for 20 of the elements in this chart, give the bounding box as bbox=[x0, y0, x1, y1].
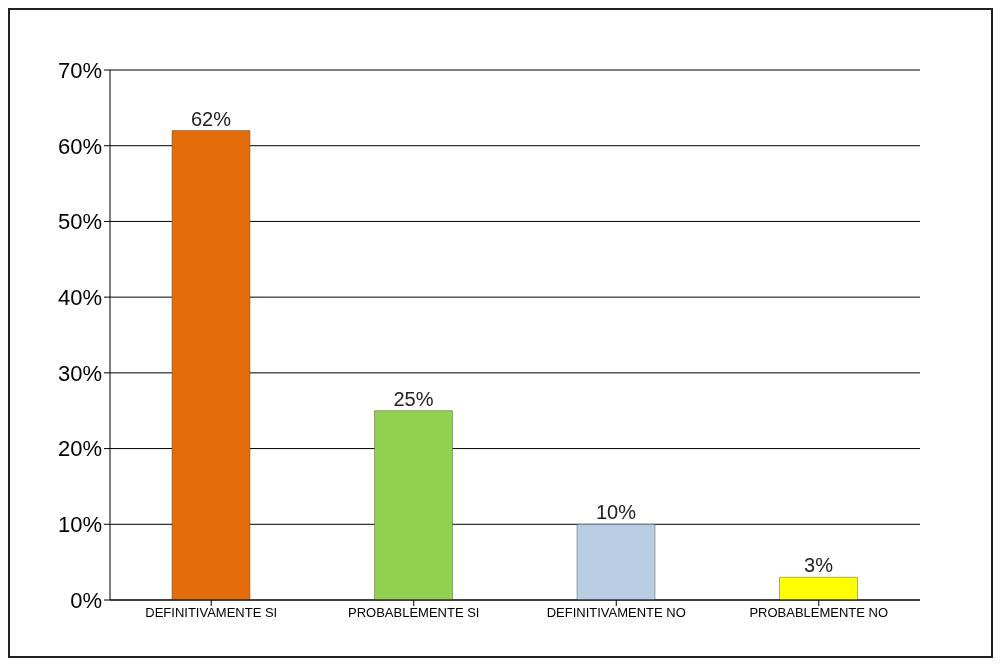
y-tick-label: 30% bbox=[57, 360, 102, 386]
x-tick-label: PROBABLEMENTE SI bbox=[348, 605, 480, 621]
x-tick-label: DEFINITIVAMENTE SI bbox=[145, 605, 278, 621]
x-tick-label: PROBABLEMENTE NO bbox=[749, 605, 889, 621]
y-tick-label: 10% bbox=[57, 512, 102, 538]
x-tick-label: DEFINITIVAMENTE NO bbox=[546, 605, 686, 621]
bar bbox=[374, 410, 453, 600]
data-label: 3% bbox=[804, 554, 834, 577]
y-tick-label: 0% bbox=[70, 587, 102, 613]
y-tick-label: 40% bbox=[57, 284, 102, 310]
y-tick-label: 70% bbox=[57, 57, 102, 83]
y-tick-label: 60% bbox=[57, 133, 102, 159]
bar bbox=[576, 524, 656, 600]
data-label: 62% bbox=[190, 107, 232, 130]
data-label: 10% bbox=[595, 501, 637, 524]
y-tick-label: 50% bbox=[57, 209, 102, 235]
bar bbox=[779, 577, 858, 600]
bar bbox=[171, 130, 251, 600]
y-tick-label: 20% bbox=[57, 436, 102, 462]
data-label: 25% bbox=[393, 387, 434, 410]
